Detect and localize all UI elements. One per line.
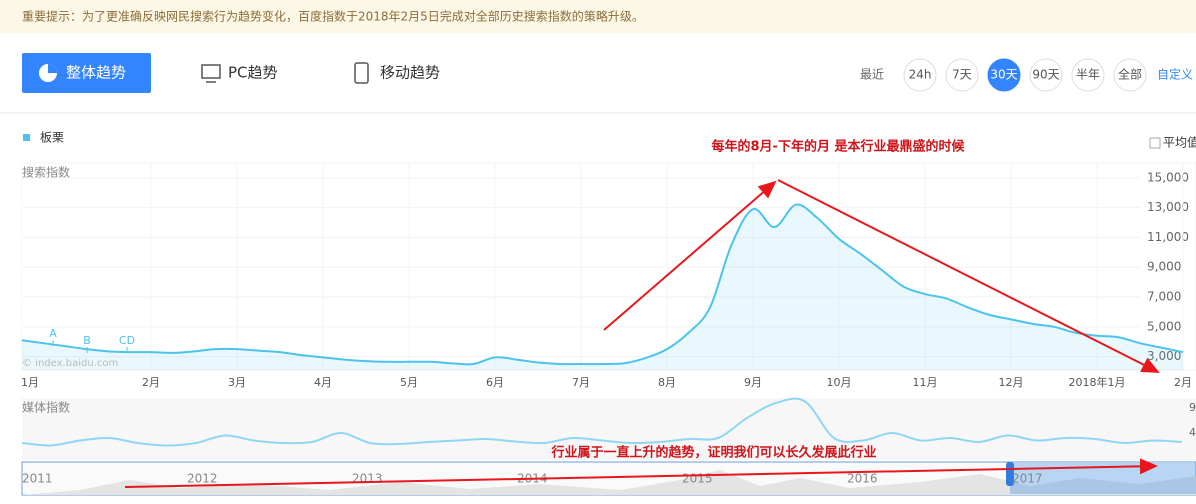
- year-label: 2012: [187, 472, 218, 486]
- line: [21, 397, 1183, 447]
- period-label: 最近: [860, 68, 884, 82]
- average-checkbox[interactable]: [1149, 137, 1161, 149]
- period-button[interactable]: [1113, 58, 1147, 92]
- x-tick-label: 8月: [658, 376, 676, 389]
- period-button[interactable]: [987, 58, 1021, 92]
- y-tick-label: 4: [1189, 426, 1196, 439]
- period-option[interactable]: 7天: [952, 68, 972, 82]
- media-plot: [22, 398, 1196, 460]
- x-tick-label: 2月: [1174, 376, 1192, 389]
- x-tick-label: 4月: [314, 376, 332, 389]
- close[interactable]: [1190, 11, 1196, 23]
- tab-active[interactable]: [22, 53, 151, 93]
- x-tick-label: 10月: [827, 376, 852, 389]
- y-axis-title: 搜索指数: [22, 165, 70, 180]
- period-option[interactable]: 24h: [909, 68, 932, 82]
- arrow: [777, 179, 1160, 373]
- tab-label[interactable]: 移动趋势: [380, 64, 440, 82]
- main-chart: 搜索指数 15,00013,00011,0009,0007,0005,0003,0…: [21, 131, 1192, 390]
- y-tick-label: 15,000: [1147, 170, 1189, 184]
- period-button[interactable]: [945, 58, 979, 92]
- average-label[interactable]: 平均值: [1163, 135, 1196, 150]
- year-label: 2017: [1012, 472, 1043, 486]
- line: [21, 203, 1184, 366]
- pc-icon: [201, 64, 221, 79]
- annotation: 每年的8月-下年的月 是本行业最鼎盛的时候: [712, 139, 966, 155]
- notice-bar: [0, 0, 1196, 33]
- mobile-icon: [354, 62, 369, 84]
- y-tick-label: 9: [1189, 401, 1196, 414]
- y-tick-label: 7,000: [1147, 290, 1181, 304]
- y-tick-label: 13,000: [1147, 200, 1189, 214]
- year-label: 2016: [847, 472, 878, 486]
- tab-icon-cut: [48, 64, 57, 73]
- x-tick-label: 7月: [572, 376, 590, 389]
- year-label: 2011: [22, 472, 53, 486]
- tab-label[interactable]: 整体趋势: [66, 64, 126, 82]
- y-axis-title: 媒体指数: [22, 400, 70, 415]
- event-marker[interactable]: CD: [119, 334, 135, 347]
- area: [22, 204, 1183, 370]
- event-marker[interactable]: B: [83, 334, 91, 347]
- x-tick-label: 11月: [913, 376, 938, 389]
- period-button[interactable]: [903, 58, 937, 92]
- arrow: [603, 180, 777, 331]
- period-option[interactable]: 半年: [1076, 68, 1100, 82]
- watermark: © index.baidu.com: [22, 358, 118, 369]
- main-plot: [21, 162, 1196, 371]
- y-tick-label: 9,000: [1147, 260, 1181, 274]
- period-button[interactable]: [1029, 58, 1063, 92]
- year-label: 2013: [352, 472, 383, 486]
- event-marker[interactable]: A: [49, 327, 57, 340]
- arrow: [124, 458, 1158, 488]
- legend-swatch: [23, 134, 30, 141]
- timeline-overview: [22, 470, 1196, 495]
- y-tick-label: 5,000: [1147, 319, 1181, 333]
- media-chart: 媒体指数 9 4: [21, 397, 1196, 447]
- period-option[interactable]: 90天: [1032, 68, 1059, 82]
- x-tick-label: 5月: [400, 376, 418, 389]
- period-button[interactable]: [1071, 58, 1105, 92]
- period-custom[interactable]: 自定义: [1157, 67, 1193, 82]
- x-tick-label: 2018年1月: [1069, 375, 1126, 389]
- tab-label[interactable]: PC趋势: [228, 64, 278, 82]
- period-option[interactable]: 全部: [1118, 67, 1142, 82]
- y-tick-label: 11,000: [1147, 230, 1189, 244]
- x-tick-label: 9月: [744, 376, 762, 389]
- annotation: 行业属于一直上升的趋势，证明我们可以长久发展此行业: [550, 445, 876, 461]
- x-tick-label: 12月: [999, 376, 1024, 389]
- x-tick-label: 1月: [21, 376, 39, 389]
- legend-label: 板栗: [40, 131, 64, 145]
- notice-text: 重要提示：为了更准确反映网民搜索行为趋势变化，百度指数于2018年2月5日完成对…: [22, 9, 644, 24]
- period-group: 24h 7天 30天 90天 半年 全部: [903, 58, 1147, 92]
- x-tick-label: 2月: [142, 376, 160, 389]
- period-option[interactable]: 30天: [990, 68, 1017, 82]
- x-tick-label: 3月: [228, 376, 246, 389]
- year-label: 2015: [682, 472, 713, 486]
- x-tick-label: 6月: [486, 376, 504, 389]
